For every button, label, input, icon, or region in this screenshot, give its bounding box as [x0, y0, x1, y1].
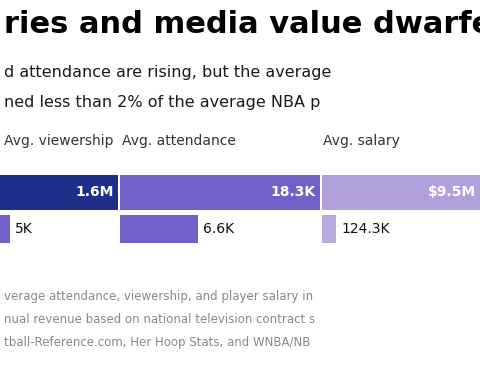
Bar	[120, 175, 320, 210]
Text: 5K: 5K	[15, 222, 33, 236]
Text: verage attendance, viewership, and player salary in: verage attendance, viewership, and playe…	[4, 290, 313, 303]
Text: 18.3K: 18.3K	[271, 185, 316, 200]
Text: $9.5M: $9.5M	[428, 185, 476, 200]
Text: nual revenue based on national television contract s: nual revenue based on national televisio…	[4, 313, 315, 326]
Text: Avg. attendance: Avg. attendance	[122, 134, 236, 148]
Text: ries and media value dwarfed b: ries and media value dwarfed b	[4, 10, 480, 39]
Text: 1.6M: 1.6M	[76, 185, 114, 200]
Text: tball-Reference.com, Her Hoop Stats, and WNBA/NB: tball-Reference.com, Her Hoop Stats, and…	[4, 336, 311, 349]
Bar	[120, 215, 198, 243]
Text: Avg. viewership: Avg. viewership	[4, 134, 113, 148]
Text: 6.6K: 6.6K	[203, 222, 234, 236]
Text: d attendance are rising, but the average: d attendance are rising, but the average	[4, 65, 331, 80]
Text: 124.3K: 124.3K	[341, 222, 389, 236]
Bar	[0, 175, 118, 210]
Text: ned less than 2% of the average NBA p: ned less than 2% of the average NBA p	[4, 95, 320, 110]
Bar	[322, 175, 480, 210]
Bar	[0, 215, 10, 243]
Bar	[322, 215, 336, 243]
Text: Avg. salary: Avg. salary	[323, 134, 400, 148]
